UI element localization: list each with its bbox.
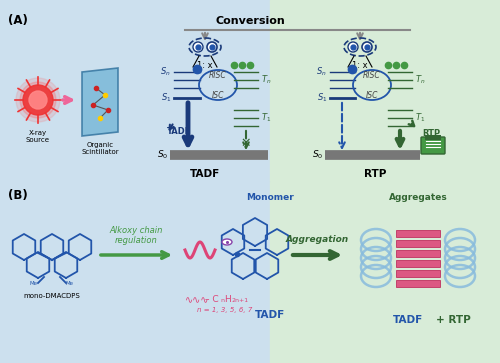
Text: $S_0$: $S_0$ [312, 149, 323, 161]
Text: n: n [220, 298, 224, 303]
Text: TADF: TADF [255, 310, 285, 320]
Bar [396, 250, 440, 257]
Text: ✕: ✕ [241, 136, 252, 150]
Text: $S_n$: $S_n$ [316, 66, 327, 78]
Text: n = 1, 3, 5, 6, 7: n = 1, 3, 5, 6, 7 [197, 307, 252, 313]
Text: (B): (B) [8, 189, 28, 203]
Ellipse shape [222, 239, 232, 245]
Bar [396, 260, 440, 267]
Circle shape [207, 42, 217, 52]
Text: + RTP: + RTP [436, 315, 471, 325]
Text: H: H [224, 295, 231, 304]
Text: Aggregates: Aggregates [388, 193, 448, 203]
Bar [425, 135, 441, 140]
Text: RISC: RISC [363, 72, 381, 81]
Text: Me: Me [66, 281, 74, 286]
Text: $S_1$: $S_1$ [316, 92, 327, 104]
Text: Alkoxy chain
regulation: Alkoxy chain regulation [110, 225, 162, 245]
Circle shape [29, 91, 47, 109]
Circle shape [16, 78, 60, 122]
Bar [270, 182, 500, 363]
Text: Organic
Scintillator: Organic Scintillator [81, 142, 119, 155]
Text: TADF: TADF [393, 315, 423, 325]
Bar [396, 270, 440, 277]
Text: $T_1$: $T_1$ [415, 112, 425, 124]
Text: Me: Me [30, 281, 38, 286]
Text: TADF: TADF [190, 169, 220, 179]
Bar [396, 230, 440, 237]
Text: ISC: ISC [366, 91, 378, 101]
Text: $T_1$: $T_1$ [261, 112, 271, 124]
FancyBboxPatch shape [421, 137, 445, 154]
Text: Conversion: Conversion [215, 16, 285, 26]
Circle shape [348, 42, 358, 52]
Circle shape [193, 42, 203, 52]
Text: $T_n$: $T_n$ [415, 74, 426, 86]
Text: ∿∿∿: ∿∿∿ [185, 295, 210, 305]
Text: mono-DMACDPS: mono-DMACDPS [24, 293, 80, 299]
Text: $S_0$: $S_0$ [156, 149, 168, 161]
Polygon shape [82, 68, 118, 136]
Text: – C: – C [205, 295, 218, 304]
Bar [396, 240, 440, 247]
Text: X-ray
Source: X-ray Source [26, 130, 50, 143]
Text: ISC: ISC [212, 91, 224, 101]
Circle shape [20, 82, 56, 118]
Text: RTP: RTP [364, 169, 386, 179]
Text: (A): (A) [8, 14, 28, 27]
Text: $T_n$: $T_n$ [261, 74, 272, 86]
Circle shape [23, 85, 53, 115]
Text: $S_1$: $S_1$ [160, 92, 171, 104]
Bar [0, 182, 270, 363]
Bar [270, 0, 500, 182]
Text: 2n+1: 2n+1 [232, 298, 249, 303]
Text: TADF: TADF [167, 127, 191, 136]
Text: 1: x: 1: x [352, 61, 368, 70]
Text: Aggregation: Aggregation [286, 235, 348, 244]
Text: $S_n$: $S_n$ [160, 66, 171, 78]
Text: Monomer: Monomer [246, 193, 294, 203]
Circle shape [362, 42, 372, 52]
Text: RISC: RISC [209, 72, 227, 81]
Text: RTP: RTP [422, 129, 440, 138]
Text: 1: x: 1: x [197, 61, 213, 70]
Bar [396, 280, 440, 287]
Bar [0, 0, 270, 182]
